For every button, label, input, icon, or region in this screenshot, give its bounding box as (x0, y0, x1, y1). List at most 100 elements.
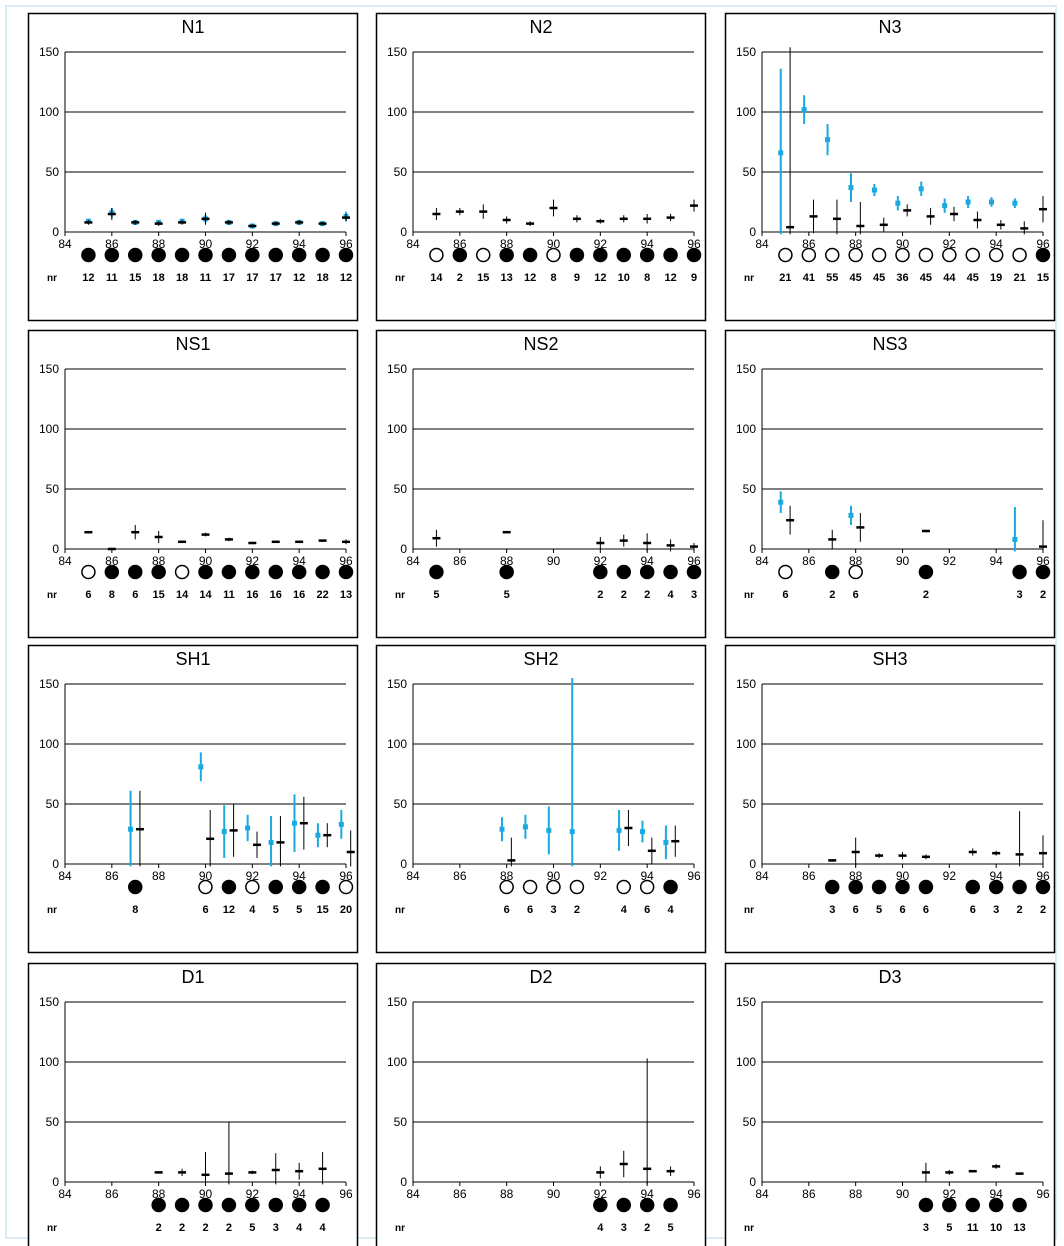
count-label: 3 (993, 904, 999, 916)
open-circle-marker (569, 879, 585, 895)
data-point (992, 851, 1001, 855)
count-label: 10 (990, 1222, 1002, 1234)
panel-ns3: NS3 0 50 100 150 84 86 88 90 92 94 96 nr 6 2 6 2 3 2 (724, 329, 1056, 639)
data-point (432, 212, 441, 216)
x-tick-label: 86 (105, 1187, 119, 1201)
open-circle-marker (1012, 247, 1027, 263)
data-point (871, 187, 877, 193)
y-tick-label: 100 (387, 422, 407, 436)
x-tick-label: 84 (58, 554, 72, 568)
open-circle-marker (546, 247, 561, 263)
x-tick-label: 88 (500, 237, 514, 251)
y-tick-label: 150 (387, 995, 407, 1009)
x-tick-label: 94 (292, 1187, 306, 1201)
x-tick-label: 92 (594, 237, 608, 251)
data-point (596, 541, 605, 545)
y-tick-label: 50 (46, 797, 60, 811)
count-label: 12 (82, 272, 94, 284)
open-circle-marker (174, 564, 190, 580)
x-tick-label: 92 (943, 554, 957, 568)
count-label: 15 (1037, 272, 1049, 284)
filled-circle-marker (151, 564, 166, 580)
x-tick-label: 94 (640, 869, 654, 883)
x-tick-label: 92 (246, 554, 260, 568)
panel-border (27, 644, 359, 954)
y-tick-label: 50 (743, 797, 757, 811)
panel-border (375, 329, 707, 639)
y-tick-label: 150 (39, 45, 59, 59)
data-point (1039, 545, 1047, 548)
data-point (996, 223, 1005, 227)
open-circle-marker (942, 247, 957, 263)
x-tick-label: 90 (199, 1187, 213, 1201)
y-tick-label: 0 (52, 225, 59, 239)
y-tick-label: 0 (52, 1175, 59, 1189)
y-tick-label: 0 (749, 1175, 756, 1189)
data-point (315, 832, 321, 838)
filled-circle-marker (895, 879, 910, 895)
filled-circle-marker (104, 247, 120, 263)
count-label: 18 (316, 272, 328, 284)
count-label: 5 (876, 904, 882, 916)
filled-circle-marker (499, 564, 514, 580)
filled-circle-marker (593, 1197, 608, 1213)
count-label: 8 (644, 272, 650, 284)
panel-n2: N2 0 50 100 150 84 86 88 90 92 94 96 nr 14 2 15 13 12 8 9 12… (375, 12, 707, 322)
x-tick-label: 84 (406, 869, 420, 883)
data-point (918, 186, 924, 192)
open-circle-marker (825, 247, 840, 263)
nr-label: nr (744, 1223, 754, 1234)
count-label: 45 (920, 272, 932, 284)
filled-circle-marker (245, 247, 260, 263)
count-label: 16 (293, 589, 305, 601)
data-point (968, 850, 977, 854)
count-label: 2 (597, 589, 603, 601)
x-tick-label: 96 (687, 237, 701, 251)
count-label: 2 (621, 589, 627, 601)
data-point (898, 854, 907, 857)
count-label: 6 (504, 904, 510, 916)
data-point (276, 841, 285, 844)
data-point (832, 217, 841, 221)
nr-label: nr (395, 905, 405, 916)
x-tick-label: 88 (849, 237, 863, 251)
data-point (546, 827, 552, 833)
data-point (224, 1172, 233, 1175)
filled-circle-marker (268, 879, 283, 895)
data-point (526, 222, 535, 225)
count-label: 12 (664, 272, 676, 284)
y-tick-label: 150 (736, 45, 756, 59)
y-tick-label: 50 (394, 1115, 408, 1129)
filled-circle-marker (616, 564, 631, 580)
count-label: 6 (970, 904, 976, 916)
filled-circle-marker (522, 247, 538, 263)
x-tick-label: 96 (687, 869, 701, 883)
count-label: 17 (246, 272, 258, 284)
y-tick-label: 50 (743, 1115, 757, 1129)
filled-circle-marker (965, 879, 980, 895)
x-tick-label: 96 (339, 237, 353, 251)
filled-circle-marker (128, 564, 143, 580)
filled-circle-marker (128, 247, 143, 263)
count-label: 13 (501, 272, 513, 284)
data-point (825, 137, 831, 143)
data-point (221, 829, 227, 835)
filled-circle-marker (429, 564, 444, 580)
data-point (992, 1165, 1001, 1168)
data-point (131, 221, 140, 224)
data-point (318, 1167, 327, 1171)
data-point (295, 540, 304, 544)
filled-circle-marker (291, 1197, 307, 1213)
filled-circle-marker (988, 879, 1004, 895)
data-point (965, 199, 971, 205)
open-circle-marker (988, 247, 1004, 263)
filled-circle-marker (198, 564, 213, 580)
data-point (323, 833, 332, 837)
count-label: 15 (316, 904, 328, 916)
data-point (201, 217, 210, 221)
data-point (643, 1167, 652, 1171)
open-circle-marker (848, 564, 863, 580)
data-point (690, 545, 698, 548)
data-point (342, 540, 350, 544)
count-label: 12 (340, 272, 352, 284)
